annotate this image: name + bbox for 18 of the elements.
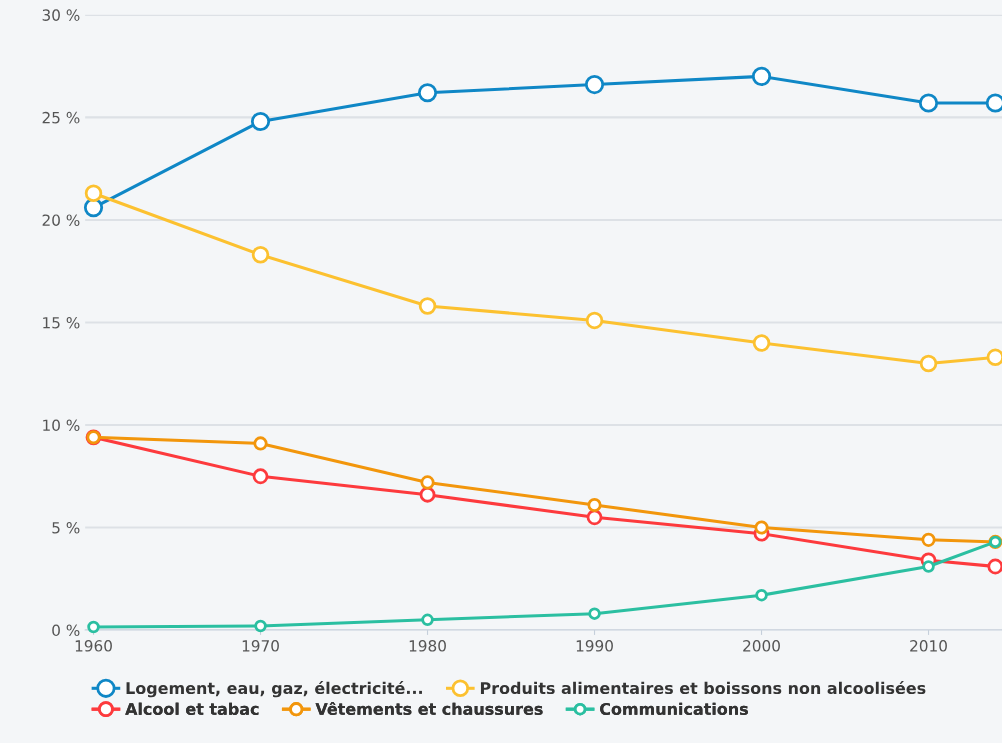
x-tick-label: 2000 [743,640,780,652]
legend-label: Alcool et tabac [125,702,259,716]
x-tick-label: 1960 [75,640,112,652]
legend-label: Logement, eau, gaz, électricité... [126,681,422,698]
y-tick-label: 25 % [42,111,80,124]
x-tick-label: 1990 [576,640,613,652]
y-tick-label: 0 % [52,624,80,637]
x-tick-label: 2010 [910,640,947,652]
legend-label: Communications [600,702,748,716]
y-tick-label: 15 % [43,316,80,329]
x-tick-label: 1970 [242,640,279,652]
legend-label: Produits alimentaires et boissons non alcoolisées [480,681,926,695]
legend-label: Vêtements et chaussures [315,702,543,716]
y-tick-label: 30 % [42,9,80,21]
y-tick-label: 10 % [43,419,80,432]
y-tick-label: 5 % [52,522,80,534]
x-tick-label: 1980 [409,640,446,652]
y-tick-label: 20 % [42,214,80,226]
